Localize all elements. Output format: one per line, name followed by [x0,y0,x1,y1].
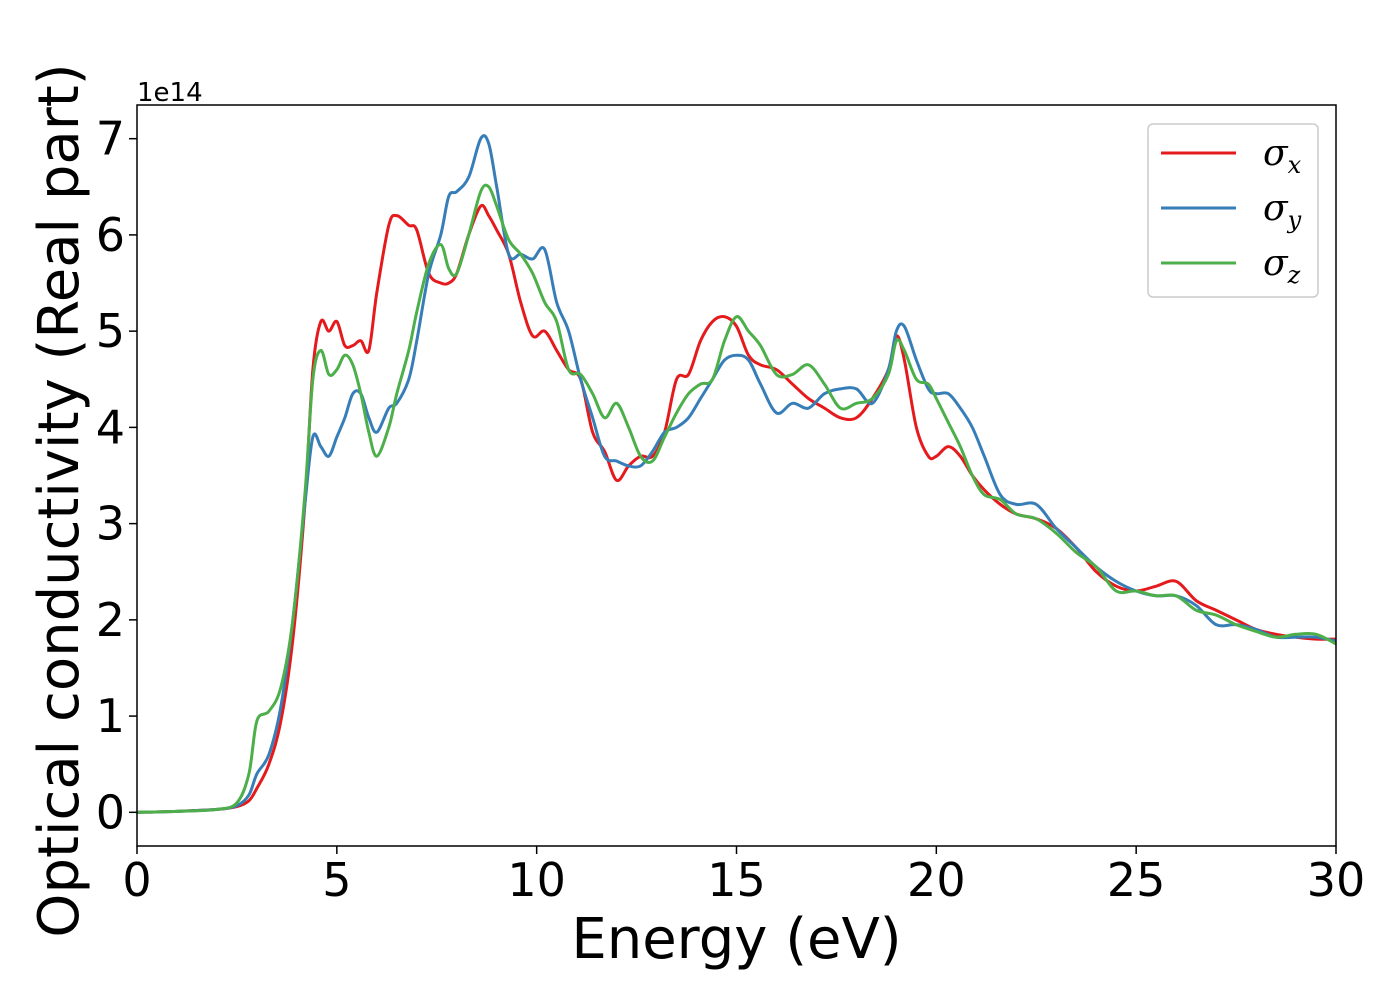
series-layer [137,134,1336,814]
x-tick-label: 5 [322,853,351,907]
x-tick-label: 30 [1307,853,1366,907]
y-tick-label: 6 [96,208,125,262]
x-tick-label: 0 [122,853,151,907]
x-tick-label: 20 [907,853,966,907]
x-axis-label: Energy (eV) [571,907,901,972]
y-tick-label: 0 [96,785,125,839]
x-tick-label: 15 [707,853,766,907]
y-axis-offset-label: 1e14 [137,78,203,108]
x-axis-ticks: 0 5 10 15 20 25 30 [122,846,1365,907]
legend-box [1147,123,1319,298]
y-tick-label: 1 [96,689,125,743]
series-line-y [137,134,1336,814]
x-tick-label: 10 [507,853,566,907]
x-tick-label: 25 [1107,853,1166,907]
y-tick-label: 3 [96,497,125,551]
series-line-z [137,183,1336,814]
y-tick-label: 5 [96,304,125,358]
y-tick-label: 7 [96,112,125,166]
y-axis-ticks: 0 1 2 3 4 5 6 7 [96,112,137,839]
y-tick-label: 2 [96,593,125,647]
y-tick-label: 4 [96,400,125,454]
y-axis-label: Optical conductivity (Real part) [27,63,92,937]
